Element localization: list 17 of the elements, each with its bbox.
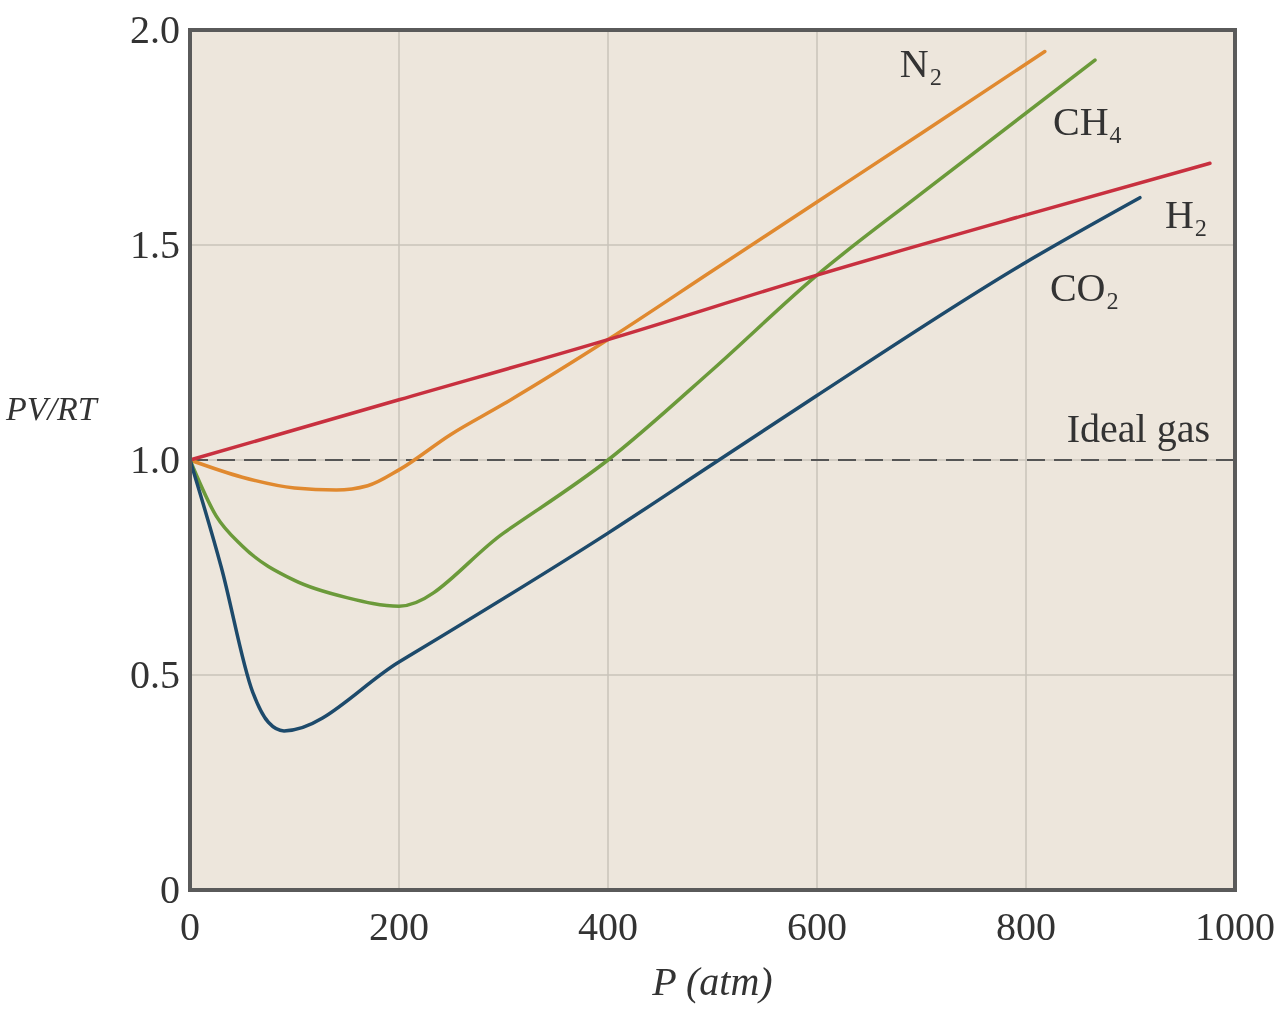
y-tick-label: 1.0 (130, 437, 180, 482)
x-tick-label: 1000 (1195, 904, 1275, 949)
x-tick-label: 200 (369, 904, 429, 949)
x-tick-label: 800 (996, 904, 1056, 949)
y-tick-label: 2.0 (130, 7, 180, 52)
y-tick-label: 0.5 (130, 652, 180, 697)
ref-line-label: Ideal gas (1066, 406, 1210, 451)
y-tick-label: 1.5 (130, 222, 180, 267)
series-label: CH₄ (1052, 99, 1123, 145)
series-label: H₂ (1164, 192, 1208, 238)
series-label: N₂ (899, 40, 943, 86)
y-tick-label: 0 (160, 867, 180, 912)
x-tick-label: 400 (578, 904, 638, 949)
x-tick-label: 600 (787, 904, 847, 949)
x-axis-title: P (atm) (651, 959, 773, 1004)
y-axis-title: PV/RT (5, 390, 99, 427)
series-label: CO₂ (1049, 264, 1120, 310)
